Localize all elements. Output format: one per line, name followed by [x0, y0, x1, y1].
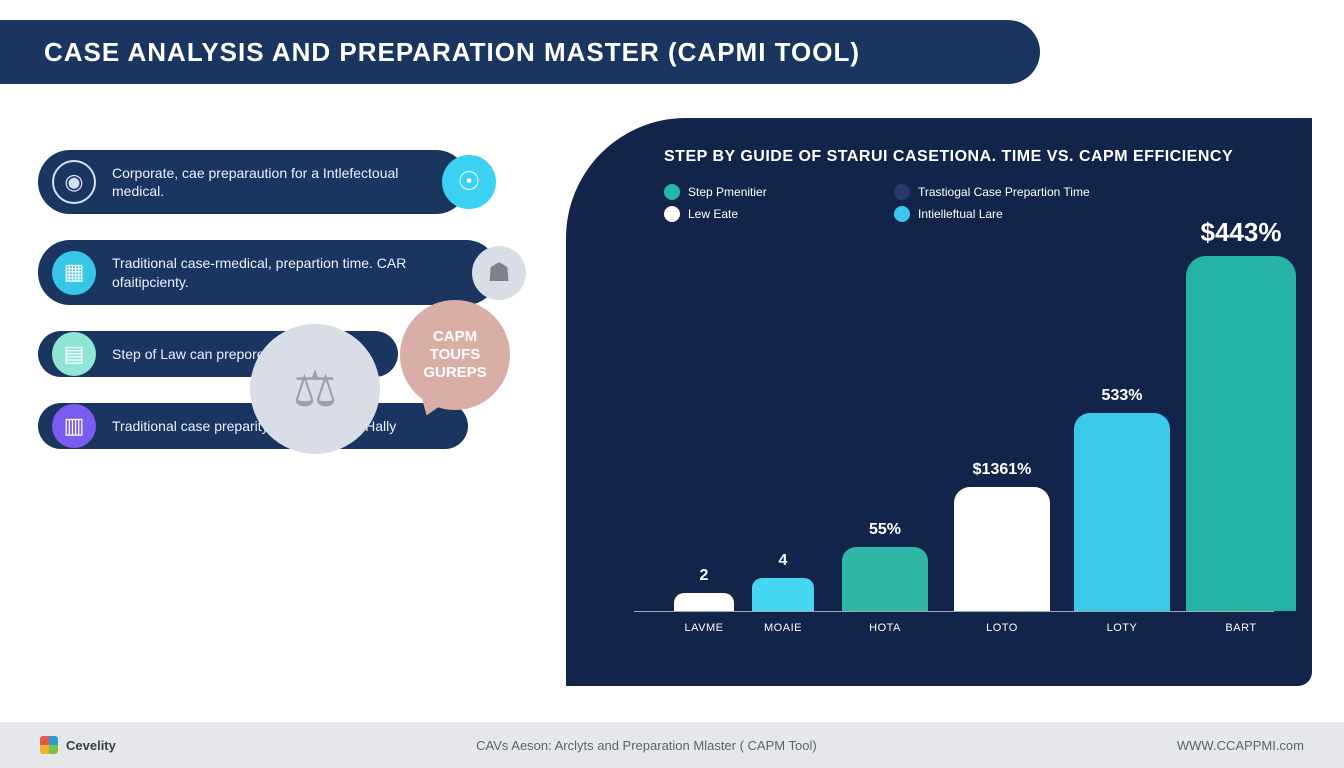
footer-caption: CAVs Aeson: Arclyts and Preparation Mlas…: [476, 738, 817, 753]
page-title: CASE ANALYSIS AND PREPARATION MASTER (CA…: [44, 37, 860, 68]
footer-url: WWW.CCAPPMI.com: [1177, 738, 1304, 753]
legend-item: Lew Eate: [664, 206, 864, 222]
legend-swatch: [664, 206, 680, 222]
brand-logo-icon: [40, 736, 58, 754]
form-icon: ▥: [52, 404, 96, 448]
feature-text: Corporate, cae preparaution for a Intlef…: [112, 165, 398, 199]
grid-icon: ▦: [52, 251, 96, 295]
feature-pill: ▦ Traditional case-rmedical, prepartion …: [38, 240, 498, 304]
callout-bubble: CAPM TOUFS GUREPS: [400, 300, 510, 410]
legend-swatch: [664, 184, 680, 200]
callout-text: CAPM TOUFS GUREPS: [408, 328, 502, 382]
chart-bar: [842, 547, 928, 611]
legend-item: Intielleftual Lare: [894, 206, 1094, 222]
legend-label: Intielleftual Lare: [918, 207, 1003, 221]
x-tick-label: HOTA: [842, 622, 928, 634]
x-tick-label: MOAIE: [752, 622, 814, 634]
x-tick-label: LOTY: [1074, 622, 1170, 634]
users-icon: ☗: [472, 246, 526, 300]
chart-bar: [954, 487, 1050, 611]
bar-value-label: $1361%: [973, 461, 1032, 479]
legend-item: Step Pmenitier: [664, 184, 864, 200]
bar-value-label: 55%: [869, 521, 901, 539]
legend-label: Trastiogal Case Prepartion Time: [918, 185, 1090, 199]
chart-legend: Step Pmenitier Trastiogal Case Prepartion…: [634, 184, 1274, 222]
x-tick-label: LOTO: [954, 622, 1050, 634]
footer-brand: Cevelity: [40, 736, 116, 754]
legend-swatch: [894, 206, 910, 222]
chart-bar: [1074, 413, 1170, 611]
footer: Cevelity CAVs Aeson: Arclyts and Prepara…: [0, 722, 1344, 768]
chart-x-axis: LAVMEMOAIEHOTALOTOLOTYBART: [634, 612, 1274, 636]
legend-item: Trastiogal Case Prepartion Time: [894, 184, 1094, 200]
x-tick-label: BART: [1186, 622, 1296, 634]
x-tick-label: LAVME: [674, 622, 734, 634]
legend-swatch: [894, 184, 910, 200]
brand-name: Cevelity: [66, 738, 116, 753]
bar-value-label: 4: [779, 552, 788, 570]
chart-bar: [752, 578, 814, 611]
chart-title: STEP BY GUIDE OF STARUI CASETIONA. TIME …: [634, 148, 1274, 166]
document-icon: ▤: [52, 332, 96, 376]
bar-value-label: 533%: [1102, 387, 1143, 405]
feature-text: Step of Law can preporee: [112, 346, 272, 362]
bar-value-label: $443%: [1201, 217, 1282, 248]
legend-label: Lew Eate: [688, 207, 738, 221]
feature-text: Traditional case-rmedical, prepartion ti…: [112, 255, 406, 289]
legend-label: Step Pmenitier: [688, 185, 767, 199]
header-bar: CASE ANALYSIS AND PREPARATION MASTER (CA…: [0, 20, 1040, 84]
bulb-icon: ☉: [442, 155, 496, 209]
gavel-icon: ⚖: [250, 324, 380, 454]
camera-icon: ◉: [52, 160, 96, 204]
feature-pill: ◉ Corporate, cae preparaution for a Intl…: [38, 150, 468, 214]
bar-value-label: 2: [700, 567, 709, 585]
chart-bar: [674, 593, 734, 611]
chart-panel: STEP BY GUIDE OF STARUI CASETIONA. TIME …: [566, 118, 1312, 686]
chart-plot: 2455%$1361%533%$443%: [634, 232, 1274, 612]
chart-bar: [1186, 256, 1296, 611]
